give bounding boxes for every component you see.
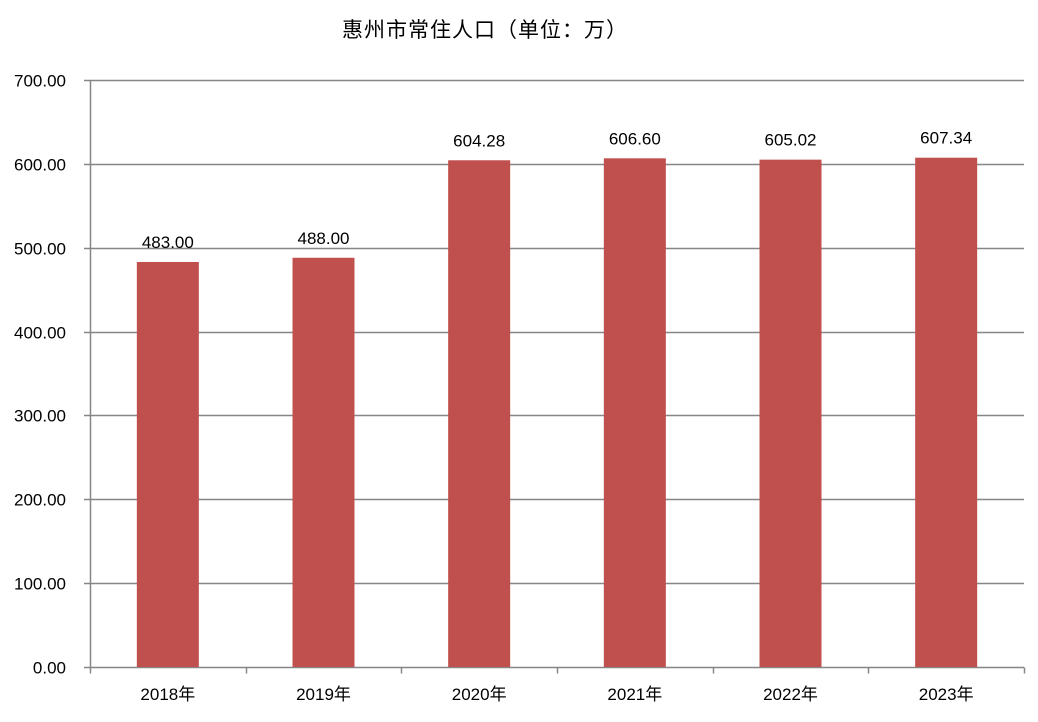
y-tick-label-5: 500.00 bbox=[14, 240, 66, 259]
x-tick-label-2019年: 2019年 bbox=[296, 685, 351, 704]
bar-2019年 bbox=[292, 257, 355, 667]
bar-2020年 bbox=[448, 160, 511, 667]
y-tick-label-3: 300.00 bbox=[14, 407, 66, 426]
y-tick-label-6: 600.00 bbox=[14, 156, 66, 175]
bar-2021年 bbox=[603, 158, 666, 667]
y-tick-label-1: 100.00 bbox=[14, 575, 66, 594]
bar-2018年 bbox=[136, 261, 199, 667]
data-label-2021年: 606.60 bbox=[609, 129, 661, 148]
y-tick-label-4: 400.00 bbox=[14, 324, 66, 343]
y-tick-label-0: 0.00 bbox=[33, 659, 66, 678]
y-tick-label-7: 700.00 bbox=[14, 72, 66, 91]
chart-title: 惠州市常住人口（单位：万） bbox=[342, 18, 628, 42]
x-tick-label-2021年: 2021年 bbox=[607, 685, 662, 704]
bar-2022年 bbox=[759, 159, 822, 667]
bar-2023年 bbox=[915, 157, 978, 667]
data-label-2023年: 607.34 bbox=[920, 129, 972, 148]
x-tick-label-2022年: 2022年 bbox=[763, 685, 818, 704]
x-tick-label-2018年: 2018年 bbox=[140, 685, 195, 704]
x-tick-label-2023年: 2023年 bbox=[919, 685, 974, 704]
data-label-2022年: 605.02 bbox=[765, 131, 817, 150]
x-tick-label-2020年: 2020年 bbox=[452, 685, 507, 704]
data-label-2020年: 604.28 bbox=[453, 131, 505, 150]
data-label-2018年: 483.00 bbox=[142, 233, 194, 252]
data-label-2019年: 488.00 bbox=[298, 229, 350, 248]
y-tick-label-2: 200.00 bbox=[14, 491, 66, 510]
